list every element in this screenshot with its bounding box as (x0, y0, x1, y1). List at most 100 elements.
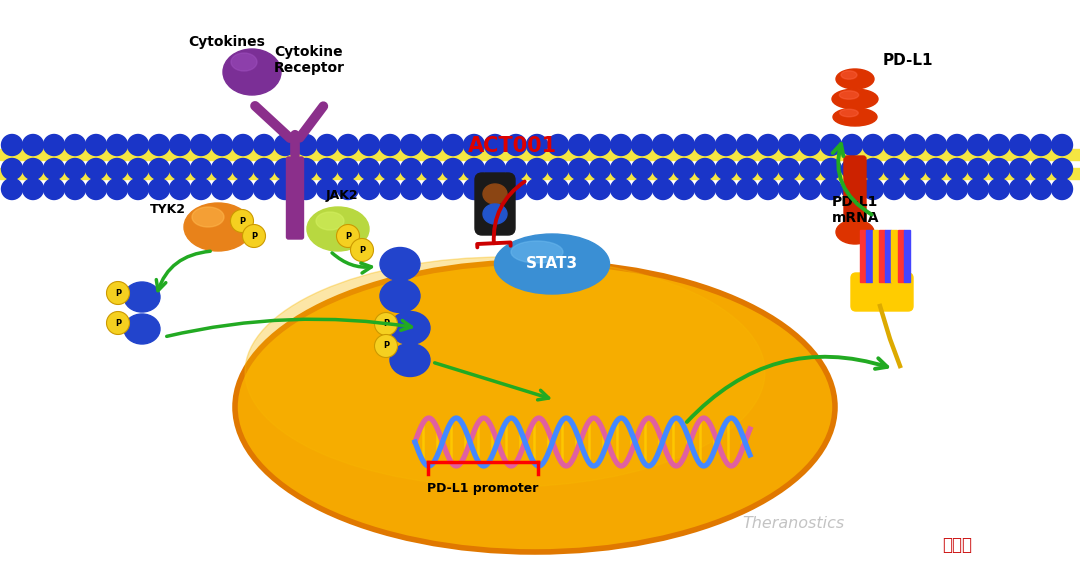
Circle shape (946, 178, 968, 200)
Circle shape (296, 134, 316, 156)
Circle shape (737, 158, 757, 180)
Circle shape (351, 239, 374, 261)
Circle shape (632, 134, 652, 156)
Circle shape (401, 178, 421, 200)
Circle shape (107, 312, 130, 335)
Circle shape (1, 178, 23, 200)
Circle shape (715, 134, 737, 156)
Circle shape (863, 134, 883, 156)
Circle shape (968, 178, 988, 200)
Circle shape (505, 158, 526, 180)
Circle shape (190, 134, 212, 156)
Ellipse shape (836, 220, 874, 244)
Circle shape (568, 178, 590, 200)
Circle shape (737, 134, 757, 156)
Text: P: P (345, 232, 351, 240)
Text: P: P (383, 341, 389, 351)
Ellipse shape (390, 312, 430, 344)
Circle shape (43, 134, 65, 156)
Circle shape (401, 134, 421, 156)
Circle shape (379, 158, 401, 180)
Circle shape (85, 134, 107, 156)
Circle shape (65, 134, 85, 156)
Circle shape (463, 178, 485, 200)
Circle shape (23, 134, 43, 156)
Text: P: P (239, 216, 245, 225)
Bar (891, 230, 897, 282)
Ellipse shape (222, 49, 281, 95)
Circle shape (674, 178, 694, 200)
Text: STAT3: STAT3 (526, 256, 578, 272)
Text: ACT001: ACT001 (468, 136, 556, 156)
Circle shape (107, 281, 130, 304)
Ellipse shape (124, 282, 160, 312)
Circle shape (170, 158, 190, 180)
Circle shape (821, 158, 841, 180)
Circle shape (548, 158, 568, 180)
Ellipse shape (316, 212, 345, 230)
Circle shape (359, 158, 379, 180)
Ellipse shape (839, 91, 859, 99)
Ellipse shape (833, 108, 877, 126)
Circle shape (107, 158, 127, 180)
Circle shape (946, 134, 968, 156)
Ellipse shape (307, 207, 369, 251)
Circle shape (526, 178, 548, 200)
Circle shape (43, 178, 65, 200)
Circle shape (548, 134, 568, 156)
Text: PD-L1: PD-L1 (883, 53, 933, 68)
Circle shape (505, 178, 526, 200)
Circle shape (799, 134, 821, 156)
Text: P: P (114, 319, 121, 328)
Circle shape (232, 158, 254, 180)
Text: PD-L1 promoter: PD-L1 promoter (428, 482, 539, 495)
Circle shape (505, 134, 526, 156)
Circle shape (359, 134, 379, 156)
Circle shape (463, 158, 485, 180)
Circle shape (170, 134, 190, 156)
Circle shape (715, 158, 737, 180)
Circle shape (127, 134, 149, 156)
FancyBboxPatch shape (851, 273, 913, 311)
Circle shape (610, 134, 632, 156)
Circle shape (212, 134, 232, 156)
Text: P: P (383, 320, 389, 328)
Circle shape (337, 134, 359, 156)
Circle shape (274, 134, 296, 156)
Circle shape (254, 158, 274, 180)
Circle shape (632, 158, 652, 180)
Circle shape (548, 178, 568, 200)
Ellipse shape (380, 248, 420, 280)
Text: 药时代: 药时代 (942, 536, 972, 554)
Circle shape (337, 178, 359, 200)
Circle shape (443, 158, 463, 180)
Circle shape (568, 158, 590, 180)
Ellipse shape (245, 257, 765, 487)
Bar (0, 168, 1080, 179)
Circle shape (632, 178, 652, 200)
Circle shape (883, 178, 904, 200)
Circle shape (821, 134, 841, 156)
Bar (897, 230, 904, 282)
Circle shape (883, 134, 904, 156)
Text: JAK2: JAK2 (326, 189, 359, 202)
Ellipse shape (124, 314, 160, 344)
Circle shape (757, 158, 779, 180)
Circle shape (1010, 178, 1030, 200)
Circle shape (149, 158, 170, 180)
Text: Theranostics: Theranostics (742, 516, 845, 531)
Circle shape (1052, 178, 1072, 200)
Circle shape (421, 178, 443, 200)
Circle shape (610, 158, 632, 180)
Circle shape (485, 158, 505, 180)
Circle shape (316, 158, 337, 180)
Circle shape (337, 224, 360, 248)
FancyBboxPatch shape (475, 173, 515, 235)
Circle shape (421, 134, 443, 156)
Circle shape (316, 178, 337, 200)
Text: TYK2: TYK2 (150, 203, 186, 216)
Ellipse shape (192, 207, 224, 227)
Bar (879, 230, 885, 282)
Circle shape (863, 158, 883, 180)
Circle shape (526, 134, 548, 156)
